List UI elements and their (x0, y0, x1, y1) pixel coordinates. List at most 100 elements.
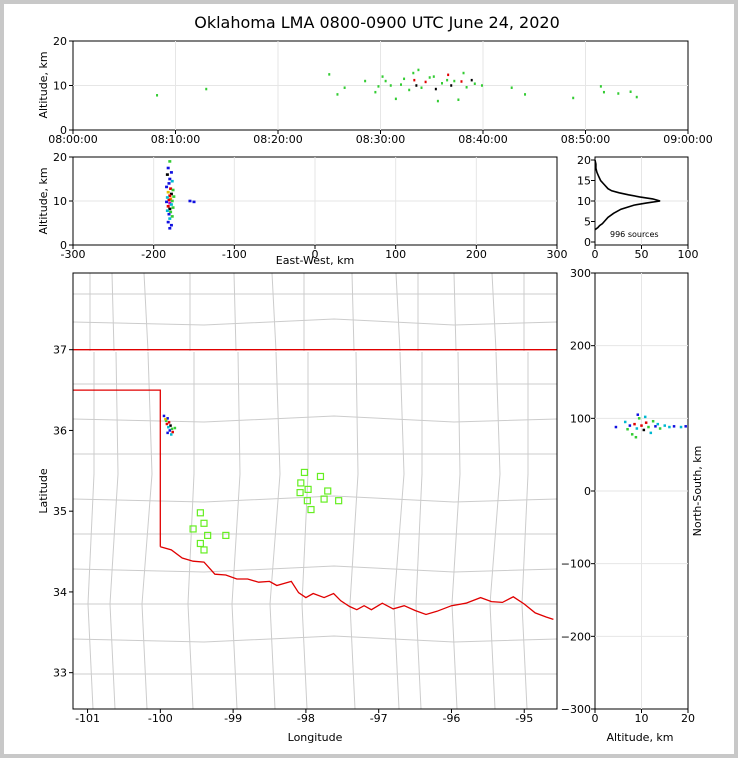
county-line (301, 273, 309, 710)
height-ns-point (642, 428, 646, 432)
height-ns-point (626, 427, 629, 431)
map-source-point (166, 417, 169, 420)
county-line (269, 272, 281, 710)
ew-height-point (167, 212, 171, 216)
map-x-tick-label: -99 (224, 712, 242, 725)
time-height-point (389, 84, 392, 87)
lma-station-marker (296, 489, 304, 497)
time-height-ylabel: Altitude, km (37, 51, 50, 118)
ew-height-point (168, 194, 172, 198)
height-ns-point (635, 427, 639, 430)
ew-height-point (168, 207, 172, 211)
time-height-point (441, 82, 443, 85)
time-height-point (377, 85, 380, 88)
height-ns-point (634, 435, 638, 439)
county-line (72, 565, 558, 573)
ew-height-point (165, 209, 169, 212)
lma-station-marker (304, 485, 312, 493)
height-ns-panel: 0 10 20 300 200 100 0 −100 −200 −300 Altitude, k… (561, 267, 704, 744)
height-ns-point (679, 425, 683, 429)
height-ns-point (668, 425, 671, 429)
height-ns-point (672, 425, 676, 428)
time-height-point (381, 75, 384, 78)
height-ns-point (654, 425, 657, 428)
state-border (73, 349, 557, 547)
county-line (451, 272, 461, 710)
ew-height-point (171, 206, 175, 209)
ew-x-tick-label: 100 (385, 248, 406, 261)
time-height-point (447, 73, 450, 77)
map-source-point (165, 422, 169, 426)
ew-height-point (167, 198, 171, 202)
lma-station-marker (200, 546, 208, 554)
time-height-point (417, 68, 420, 72)
ew-height-point (172, 195, 176, 198)
chart-title: Oklahoma LMA 0800-0900 UTC June 24, 2020 (194, 13, 560, 32)
ew-height-point (165, 185, 169, 189)
height-ns-point (649, 431, 653, 435)
ew-height-point (169, 203, 173, 206)
time-height-point (635, 95, 638, 99)
map-source-point (167, 421, 171, 424)
lma-station-marker (320, 495, 328, 503)
time-height-point (432, 75, 435, 78)
ew-height-point (166, 220, 170, 224)
ns-y-tick-label: −200 (561, 630, 591, 643)
ew-height-point (168, 201, 172, 205)
lma-station-marker (196, 509, 204, 517)
time-height-point (205, 87, 208, 91)
map-y-tick-label: 34 (53, 586, 67, 599)
map-xlabel: Longitude (288, 731, 343, 744)
hist-y-tick-label: 20 (577, 154, 591, 167)
lma-station-marker (189, 525, 197, 533)
time-height-point (364, 79, 367, 83)
height-ns-point (614, 425, 618, 429)
map-y-tick-label: 37 (53, 344, 67, 357)
map-x-tick-label: -98 (297, 712, 315, 725)
ns-x-tick-label: 0 (592, 712, 599, 725)
lma-stations (189, 468, 343, 554)
ew-height-point (168, 226, 172, 230)
time-x-tick-label: 08:20:00 (253, 133, 302, 146)
map-source-point (170, 433, 173, 436)
time-height-point (428, 76, 431, 79)
ew-x-tick-label: 0 (312, 248, 319, 261)
height-ns-point (643, 415, 647, 419)
map-source-point (170, 427, 174, 431)
map-source-point (164, 419, 168, 423)
county-line (231, 272, 241, 710)
time-height-point (446, 78, 449, 82)
map-source-point (169, 424, 172, 427)
lma-station-marker (307, 505, 315, 514)
map-x-tick-label: -100 (148, 712, 173, 725)
ew-height-ylabel: Altitude, km (37, 167, 50, 234)
ew-height-point (169, 197, 173, 201)
ew-height-point (170, 215, 174, 218)
map-y-tick-label: 35 (53, 505, 67, 518)
ew-height-point (168, 160, 172, 163)
height-ns-point (663, 424, 666, 427)
height-ns-point (640, 424, 643, 427)
time-height-point (524, 93, 527, 96)
map-x-tick-label: -101 (75, 712, 100, 725)
time-height-point (400, 83, 402, 86)
county-line (187, 273, 195, 710)
map-source-point (171, 430, 174, 434)
county-line (393, 272, 405, 710)
altitude-histogram-panel: 0 50 100 0 5 10 15 20 996 sources (577, 154, 699, 261)
time-height-point (457, 98, 460, 101)
histogram-line (594, 159, 661, 231)
time-x-tick-label: 09:00:00 (663, 133, 712, 146)
ew-height-point (165, 173, 169, 176)
ew-x-tick-label: -300 (61, 248, 86, 261)
ew-height-point (169, 223, 173, 227)
county-line (72, 635, 558, 643)
ew-x-tick-label: 200 (466, 248, 487, 261)
height-ns-point (684, 425, 687, 428)
county-line (489, 272, 501, 710)
height-ns-point (658, 427, 662, 430)
ew-height-point (166, 190, 170, 194)
lma-station-marker (324, 487, 332, 495)
time-height-point (602, 90, 605, 94)
time-x-tick-label: 08:30:00 (356, 133, 405, 146)
